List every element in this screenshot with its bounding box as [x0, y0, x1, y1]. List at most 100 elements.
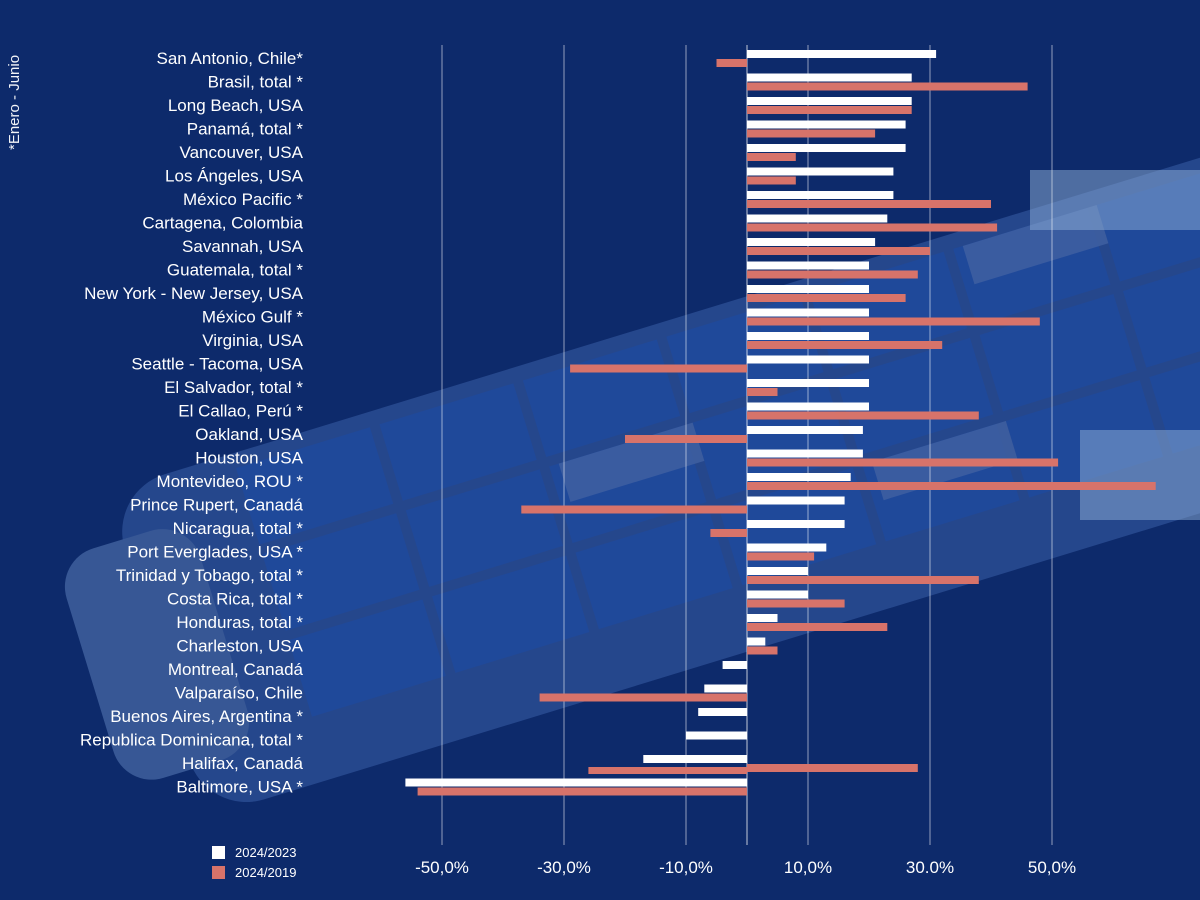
- category-label: Oakland, USA: [195, 425, 303, 444]
- bar-2024-2019: [747, 341, 943, 349]
- bar-2024-2019: [747, 176, 796, 185]
- bar-2024-2019: [747, 247, 930, 255]
- category-label: Guatemala, total *: [167, 261, 303, 280]
- category-label: Republica Dominicana, total *: [80, 731, 303, 750]
- category-label: Trinidad y Tobago, total *: [116, 566, 304, 585]
- bar-2024-2023: [698, 708, 747, 716]
- bar-2024-2023: [686, 731, 747, 740]
- category-label: New York - New Jersey, USA: [84, 284, 304, 303]
- category-label: Prince Rupert, Canadá: [130, 496, 303, 515]
- bar-2024-2023: [747, 590, 808, 599]
- bar-2024-2023: [747, 73, 912, 82]
- category-label: Port Everglades, USA *: [127, 543, 303, 562]
- category-label: Seattle - Tacoma, USA: [131, 355, 303, 374]
- legend: 2024/2023 2024/2019: [212, 842, 296, 882]
- category-label: Montreal, Canadá: [168, 660, 304, 679]
- category-label: Virginia, USA: [202, 331, 303, 350]
- bar-2024-2023: [747, 238, 876, 246]
- bar-2024-2019: [747, 200, 991, 208]
- bar-2024-2023: [747, 261, 869, 270]
- bar-2024-2023: [747, 332, 869, 340]
- bar-2024-2019: [625, 435, 747, 443]
- bar-2024-2023: [747, 473, 851, 481]
- category-label: El Callao, Perú *: [178, 402, 303, 421]
- bar-2024-2019: [747, 223, 998, 232]
- bar-2024-2019: [710, 529, 747, 537]
- bar-2024-2019: [521, 505, 747, 514]
- legend-item-2024-2019: 2024/2019: [212, 862, 296, 882]
- bar-2024-2023: [747, 614, 778, 622]
- bar-2024-2023: [643, 755, 747, 763]
- x-tick-label: -30,0%: [537, 858, 591, 877]
- bar-2024-2019: [716, 59, 747, 67]
- period-note: *Enero - Junio: [6, 54, 23, 150]
- bar-2024-2019: [747, 623, 888, 631]
- bar-2024-2023: [747, 567, 808, 575]
- bar-2024-2023: [747, 97, 912, 105]
- category-label: Panamá, total *: [187, 120, 304, 139]
- category-label: Cartagena, Colombia: [142, 214, 303, 233]
- bar-2024-2019: [747, 270, 918, 279]
- bar-2024-2023: [747, 402, 869, 411]
- bar-2024-2019: [747, 552, 815, 561]
- bar-2024-2023: [747, 496, 845, 505]
- bar-2024-2019: [588, 767, 747, 774]
- bar-2024-2019: [747, 153, 796, 161]
- category-label: Halifax, Canadá: [182, 754, 304, 773]
- category-label: Montevideo, ROU *: [157, 472, 304, 491]
- bar-2024-2019: [539, 693, 747, 702]
- bar-2024-2019: [747, 646, 778, 655]
- category-label: San Antonio, Chile*: [157, 49, 304, 68]
- category-label: Vancouver, USA: [180, 143, 304, 162]
- bar-2024-2019: [747, 764, 918, 772]
- x-tick-label: 50,0%: [1028, 858, 1076, 877]
- bar-2024-2023: [722, 661, 747, 669]
- bar-2024-2019: [747, 576, 979, 584]
- legend-item-2024-2023: 2024/2023: [212, 842, 296, 862]
- bar-2024-2023: [747, 543, 827, 552]
- bar-2024-2019: [747, 317, 1040, 326]
- category-label: Nicaragua, total *: [173, 519, 304, 538]
- category-label: El Salvador, total *: [164, 378, 303, 397]
- bar-2024-2023: [747, 144, 906, 152]
- legend-label: 2024/2023: [235, 844, 297, 860]
- x-tick-label: 10,0%: [784, 858, 832, 877]
- category-label: Los Ángeles, USA: [165, 167, 304, 186]
- category-label: Valparaíso, Chile: [175, 684, 303, 703]
- x-tick-label: 30.0%: [906, 858, 954, 877]
- category-label: Charleston, USA: [176, 637, 303, 656]
- bar-2024-2023: [747, 426, 863, 434]
- category-label: México Gulf *: [202, 308, 303, 327]
- bar-2024-2019: [570, 364, 747, 373]
- bar-2024-2023: [747, 355, 869, 364]
- bar-2024-2023: [747, 308, 869, 317]
- category-label: Brasil, total *: [208, 73, 304, 92]
- bar-2024-2023: [747, 191, 894, 199]
- bar-2024-2023: [704, 684, 747, 693]
- bar-2024-2019: [747, 129, 876, 138]
- category-label: Buenos Aires, Argentina *: [110, 707, 303, 726]
- category-label: México Pacific *: [183, 190, 303, 209]
- bar-2024-2023: [747, 50, 937, 58]
- bar-2024-2019: [747, 458, 1059, 467]
- bar-2024-2023: [747, 285, 869, 293]
- bar-2024-2023: [405, 778, 747, 787]
- bar-2024-2023: [747, 214, 888, 223]
- bar-2024-2019: [747, 106, 912, 114]
- category-label: Savannah, USA: [182, 237, 304, 256]
- bar-2024-2019: [747, 482, 1156, 490]
- category-label: Honduras, total *: [176, 613, 303, 632]
- bar-2024-2023: [747, 449, 863, 458]
- legend-swatch-salmon: [212, 865, 225, 879]
- x-tick-label: -10,0%: [659, 858, 713, 877]
- bar-2024-2023: [747, 520, 845, 528]
- bar-2024-2023: [747, 120, 906, 129]
- bar-2024-2019: [747, 411, 979, 420]
- bar-2024-2019: [747, 388, 778, 396]
- bar-2024-2019: [747, 599, 845, 608]
- x-tick-label: -50,0%: [415, 858, 469, 877]
- category-label: Costa Rica, total *: [167, 590, 303, 609]
- bar-2024-2023: [747, 167, 894, 176]
- category-label: Long Beach, USA: [168, 96, 304, 115]
